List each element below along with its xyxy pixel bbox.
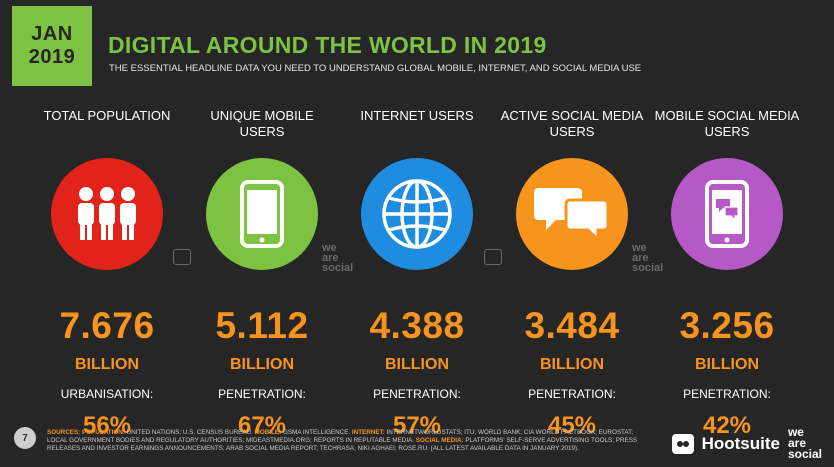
hootsuite-owl-icon	[671, 433, 694, 454]
stat-column-population: TOTAL POPULATION 7.676 BILLION URBANISAT…	[32, 100, 182, 440]
metric-value: 57%	[392, 412, 442, 439]
stat-unit: BILLION	[230, 356, 294, 373]
date-badge: JAN 2019	[12, 6, 92, 86]
page-subtitle: THE ESSENTIAL HEADLINE DATA YOU NEED TO …	[109, 63, 642, 74]
speech-bubbles-icon	[534, 188, 610, 244]
people-icon	[78, 187, 136, 240]
brand-logos: Hootsuite we are social	[671, 425, 822, 461]
metric-label: PENETRATION:	[373, 387, 461, 401]
stat-unit: BILLION	[75, 356, 139, 373]
mobile-phone-icon	[240, 180, 284, 248]
we-are-social-logo: we are social	[787, 425, 822, 461]
we-are-social-watermark: we are social	[632, 242, 664, 274]
stat-column-internet: INTERNET USERS 4.388 BILLION PENETRATION…	[342, 100, 492, 440]
stat-column-mobile: UNIQUE MOBILE USERS 5.112 BILLION PENETR…	[187, 100, 337, 440]
stat-unit: BILLION	[695, 356, 759, 373]
metric-label: URBANISATION:	[60, 387, 154, 401]
mobile-social-circle	[671, 158, 783, 270]
metric-label: PENETRATION:	[528, 387, 616, 401]
mobile-chat-icon	[705, 180, 749, 248]
stat-value: 3.484	[524, 305, 620, 346]
we-are-social-watermark: we are social	[322, 242, 354, 274]
metric-value: 67%	[237, 412, 287, 439]
stat-value: 5.112	[215, 305, 309, 346]
stat-value: 3.256	[679, 305, 775, 346]
page-number: 7	[14, 427, 36, 449]
metric-label: PENETRATION:	[218, 387, 306, 401]
internet-circle	[361, 158, 473, 270]
population-circle	[51, 158, 163, 270]
metric-value: 42%	[702, 412, 752, 439]
metric-label: PENETRATION:	[683, 387, 771, 401]
owl-watermark-icon	[173, 249, 191, 265]
page-title: DIGITAL AROUND THE WORLD IN 2019	[108, 32, 547, 58]
stat-unit: BILLION	[385, 356, 449, 373]
stat-column-mobile-social: MOBILE SOCIAL MEDIA USERS 3.256 BILLION …	[652, 100, 802, 440]
stat-value: 7.676	[59, 305, 155, 346]
sources-text: SOURCES: POPULATION: UNITED NATIONS; U.S…	[47, 429, 638, 452]
stat-unit: BILLION	[540, 356, 604, 373]
stat-label: UNIQUE MOBILE USERS	[210, 108, 314, 139]
badge-month: JAN	[31, 23, 73, 45]
stat-value: 4.388	[369, 305, 465, 346]
stat-column-social: ACTIVE SOCIAL MEDIA USERS 3.484 BILLION …	[497, 100, 647, 440]
metric-value: 45%	[547, 412, 597, 439]
hootsuite-logo: Hootsuite	[701, 433, 780, 453]
stat-label: ACTIVE SOCIAL MEDIA USERS	[500, 108, 644, 139]
footer: 7 SOURCES: POPULATION: UNITED NATIONS; U…	[0, 425, 834, 467]
stat-label: MOBILE SOCIAL MEDIA USERS	[654, 108, 800, 139]
globe-icon	[382, 179, 452, 249]
owl-watermark-icon	[484, 249, 502, 265]
social-circle	[516, 158, 628, 270]
metric-value: 56%	[82, 412, 132, 439]
stat-label: TOTAL POPULATION	[43, 108, 171, 123]
badge-year: 2019	[28, 46, 76, 68]
stat-label: INTERNET USERS	[360, 108, 474, 123]
mobile-circle	[206, 158, 318, 270]
